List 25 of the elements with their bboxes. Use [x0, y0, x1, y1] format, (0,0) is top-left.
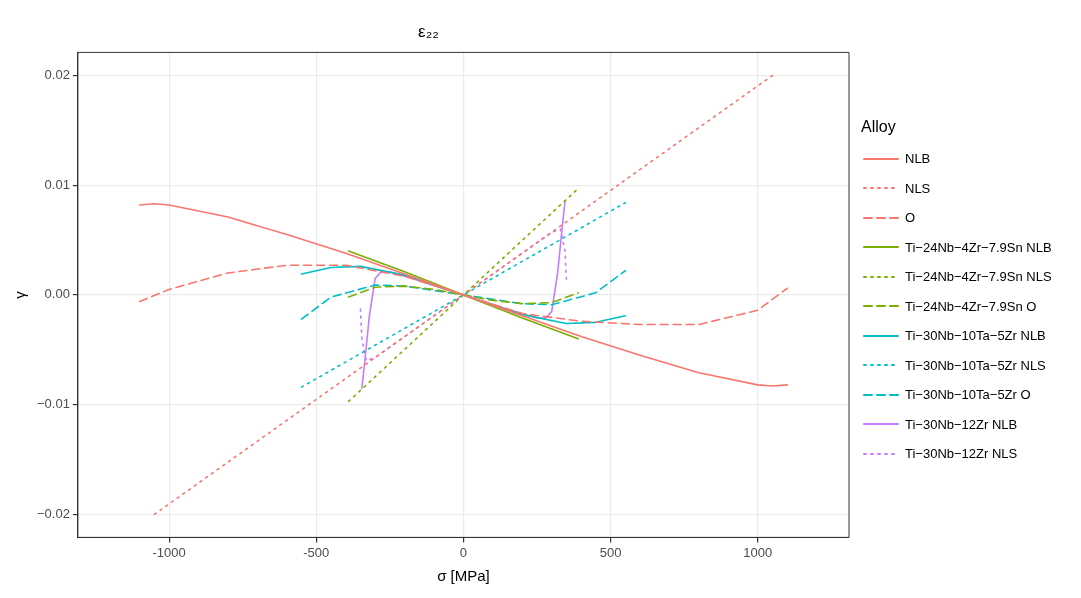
- y-axis-title: γ: [11, 290, 29, 299]
- y-tick-label: 0.01: [44, 176, 70, 192]
- legend-label: Ti−24Nb−4Zr−7.9Sn O: [905, 298, 1037, 314]
- y-tick-label: −0.02: [36, 505, 70, 521]
- x-axis-title: σ [MPa]: [437, 567, 490, 585]
- y-tick-label: −0.01: [36, 396, 70, 412]
- legend-label: Ti−30Nb−12Zr NLS: [905, 446, 1018, 462]
- legend-label: O: [905, 210, 916, 226]
- legend-label: Ti−24Nb−4Zr−7.9Sn NLS: [905, 269, 1052, 285]
- chart-title: ε₂₂: [418, 21, 439, 41]
- legend-label: Ti−24Nb−4Zr−7.9Sn NLB: [905, 239, 1052, 255]
- legend-label: Ti−30Nb−10Ta−5Zr NLS: [905, 357, 1046, 373]
- y-tick-label: 0.00: [44, 286, 70, 302]
- x-tick-label: -500: [303, 544, 330, 560]
- x-tick-label: -1000: [152, 544, 186, 560]
- legend-title: Alloy: [861, 118, 897, 136]
- x-tick-label: 500: [599, 544, 622, 560]
- x-tick-label: 0: [459, 544, 468, 560]
- x-tick-label: 1000: [743, 544, 773, 560]
- legend-label: Ti−30Nb−10Ta−5Zr NLB: [905, 328, 1046, 344]
- legend-label: NLS: [905, 180, 931, 196]
- legend-label: Ti−30Nb−10Ta−5Zr O: [905, 387, 1031, 403]
- y-tick-label: 0.02: [44, 67, 70, 83]
- legend-label: Ti−30Nb−12Zr NLB: [905, 416, 1018, 432]
- legend-label: NLB: [905, 151, 931, 167]
